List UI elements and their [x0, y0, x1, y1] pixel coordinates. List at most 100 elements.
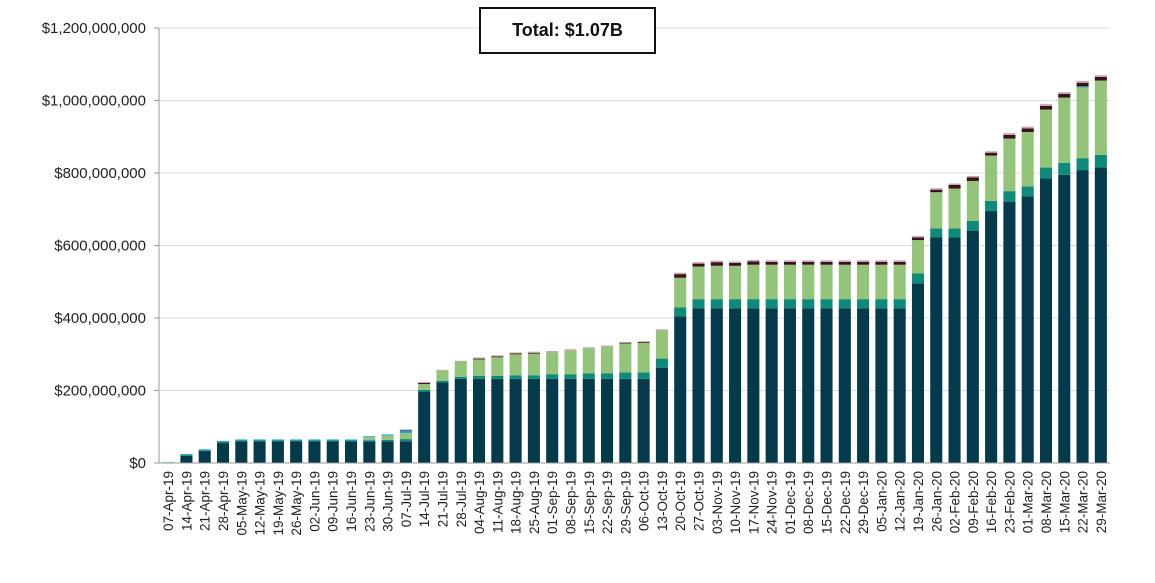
bar-segment-series-3	[966, 180, 979, 221]
bar-segment-series-7	[582, 347, 595, 349]
bar-segment-series-6	[619, 342, 632, 344]
bar-segment-series-6	[527, 352, 540, 354]
bar-segment-series-7	[930, 188, 943, 190]
bar-segment-series-3	[783, 264, 796, 300]
bar-segment-series-6	[820, 261, 833, 265]
bar-segment-series-4	[399, 431, 412, 434]
bar-stack	[1094, 75, 1107, 463]
bar-stack	[326, 439, 339, 463]
bar-stack	[290, 439, 303, 463]
bar-segment-series-1	[893, 308, 906, 463]
bar-stack	[857, 260, 870, 463]
bar-segment-series-6	[948, 184, 961, 189]
bar-segment-series-2	[893, 299, 906, 309]
bar-segment-series-7	[637, 341, 650, 342]
x-tick-label: 08-Sep-19	[563, 471, 578, 534]
bar-segment-series-1	[491, 378, 504, 463]
bar-segment-series-7	[802, 260, 815, 262]
bar-segment-series-3	[985, 155, 998, 201]
bar-segment-series-3	[802, 264, 815, 300]
bar-segment-series-1	[820, 308, 833, 463]
bar-stack	[344, 439, 358, 463]
bar-segment-series-1	[1003, 202, 1016, 463]
bar-segment-series-6	[985, 152, 998, 156]
bar-segment-series-7	[893, 260, 906, 262]
bar-segment-series-1	[454, 378, 467, 463]
bar-segment-series-2	[838, 299, 851, 309]
bar-segment-series-2	[253, 440, 266, 442]
bar-segment-series-4	[235, 439, 248, 441]
bar-segment-series-2	[674, 307, 687, 317]
bar-segment-series-1	[948, 237, 961, 463]
bar-stack	[1058, 92, 1071, 463]
bar-stack	[418, 381, 431, 463]
x-tick-label: 01-Mar-20	[1021, 471, 1036, 533]
bar-segment-series-4	[216, 440, 230, 442]
x-tick-label: 29-Dec-19	[856, 471, 871, 534]
y-tick-label: $0	[129, 455, 146, 472]
bar-segment-series-2	[857, 299, 870, 309]
bar-segment-series-7	[546, 350, 559, 353]
x-tick-label: 26-May-19	[289, 471, 304, 536]
bar-segment-series-3	[564, 350, 577, 375]
bar-segment-series-2	[783, 299, 796, 309]
x-tick-label: 19-Jan-20	[911, 471, 926, 532]
x-tick-label: 15-Mar-20	[1057, 471, 1072, 533]
bar-segment-series-3	[1076, 87, 1089, 159]
bar-segment-series-3	[546, 352, 559, 375]
bar-segment-series-6	[491, 356, 504, 358]
bar-segment-series-2	[198, 450, 211, 452]
bar-segment-series-7	[857, 260, 870, 262]
bar-segment-series-7	[436, 369, 449, 371]
x-tick-label: 03-Nov-19	[710, 471, 725, 534]
bar-segment-series-6	[911, 237, 925, 241]
bar-segment-series-3	[655, 330, 668, 359]
bar-stack	[637, 341, 650, 463]
bar-segment-series-1	[271, 441, 284, 463]
bar-stack	[747, 260, 760, 463]
bar-segment-series-2	[399, 439, 412, 442]
total-annotation: Total: $1.07B	[479, 7, 656, 54]
bar-segment-series-2	[381, 439, 394, 442]
bar-stack	[985, 151, 998, 463]
y-tick-label: $1,000,000,000	[42, 93, 146, 110]
bar-stack	[710, 260, 723, 463]
bar-segment-series-1	[381, 441, 394, 463]
bar-segment-series-4	[271, 439, 284, 441]
x-tick-label: 02-Feb-20	[948, 471, 963, 533]
x-tick-label: 21-Jul-19	[435, 471, 450, 527]
bar-segment-series-6	[1094, 76, 1107, 81]
bar-segment-series-2	[966, 220, 979, 231]
bar-segment-series-2	[363, 440, 376, 442]
bar-segment-series-2	[747, 299, 760, 309]
bar-segment-series-1	[198, 451, 211, 463]
bars	[162, 75, 1107, 464]
bar-segment-series-1	[235, 441, 248, 463]
bar-segment-series-1	[436, 382, 449, 463]
y-tick-label: $1,200,000,000	[42, 20, 146, 37]
bar-stack	[253, 439, 266, 463]
bar-segment-series-7	[1076, 80, 1089, 83]
bar-stack	[381, 434, 394, 463]
bar-segment-series-1	[875, 308, 888, 463]
bar-segment-series-1	[509, 378, 522, 463]
bar-segment-series-2	[308, 440, 321, 442]
bar-segment-series-6	[765, 261, 778, 265]
bar-segment-series-4	[308, 439, 321, 441]
bar-segment-series-2	[911, 273, 925, 284]
x-tick-label: 28-Jul-19	[454, 471, 469, 527]
x-tick-label: 09-Jun-19	[326, 471, 341, 532]
bar-segment-series-1	[710, 308, 723, 463]
x-tick-label: 20-Oct-19	[673, 471, 688, 531]
x-tick-label: 07-Apr-19	[161, 471, 176, 531]
x-tick-label: 23-Jun-19	[362, 471, 377, 532]
y-tick-label: $800,000,000	[54, 165, 146, 182]
bar-segment-series-1	[747, 308, 760, 463]
bar-segment-series-7	[418, 381, 431, 383]
bar-stack	[930, 188, 943, 463]
bar-segment-series-6	[473, 358, 486, 360]
bar-segment-series-3	[619, 343, 632, 373]
bar-segment-series-3	[875, 264, 888, 300]
x-tick-label: 15-Dec-19	[820, 471, 835, 534]
